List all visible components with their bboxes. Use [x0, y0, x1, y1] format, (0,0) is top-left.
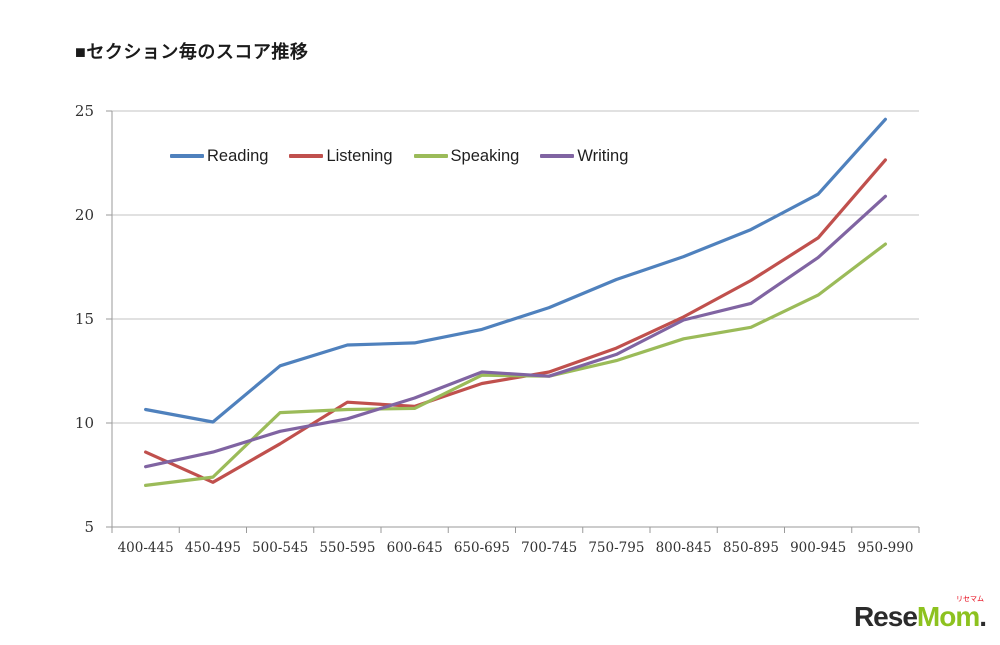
- legend-item-writing: Writing: [540, 147, 628, 166]
- series-line-writing: [144, 194, 888, 469]
- y-axis-label: 5: [84, 518, 94, 536]
- x-axis-label: 750-795: [588, 540, 644, 556]
- x-axis-label: 400-445: [118, 540, 174, 556]
- y-axis-label: 25: [75, 102, 94, 120]
- x-axis-label: 550-595: [319, 540, 375, 556]
- x-axis-label: 700-745: [521, 540, 577, 556]
- chart-legend: Reading Listening Speaking Writing: [170, 145, 628, 167]
- x-axis-label: 950-990: [857, 540, 913, 556]
- series-line-speaking: [144, 242, 888, 487]
- y-axis-label: 20: [75, 206, 94, 224]
- legend-label: Writing: [577, 146, 629, 165]
- series-line-listening: [144, 158, 888, 484]
- legend-swatch-speaking: [413, 154, 448, 158]
- x-axis-label: 450-495: [185, 540, 241, 556]
- legend-item-reading: Reading: [170, 147, 268, 166]
- x-axis-label: 800-845: [656, 540, 712, 556]
- x-axis-label: 900-945: [790, 540, 846, 556]
- watermark-ruby-text: リセマム: [956, 596, 984, 603]
- x-axis-label: 600-645: [387, 540, 443, 556]
- legend-swatch-writing: [540, 154, 575, 158]
- legend-item-listening: Listening: [289, 146, 393, 166]
- watermark-text-mom: Mom: [916, 601, 980, 632]
- legend-label: Speaking: [450, 146, 520, 165]
- x-axis-label: 650-695: [454, 540, 510, 556]
- y-axis-label: 15: [75, 310, 94, 328]
- legend-label: Reading: [207, 146, 269, 165]
- legend-swatch-listening: [289, 154, 324, 158]
- chart-title: ■セクション毎のスコア推移: [75, 42, 309, 62]
- x-axis-label: 850-895: [723, 540, 779, 556]
- series-line-reading: [144, 117, 888, 424]
- legend-item-speaking: Speaking: [413, 146, 520, 166]
- legend-label: Listening: [326, 146, 393, 165]
- watermark-dot: .: [979, 601, 987, 632]
- resemom-watermark-logo: リセマム ReseMom.: [853, 596, 987, 632]
- x-axis-label: 500-545: [252, 540, 308, 556]
- legend-swatch-reading: [170, 154, 204, 158]
- watermark-text-rese: Rese: [853, 601, 918, 632]
- y-axis-label: 10: [75, 414, 94, 432]
